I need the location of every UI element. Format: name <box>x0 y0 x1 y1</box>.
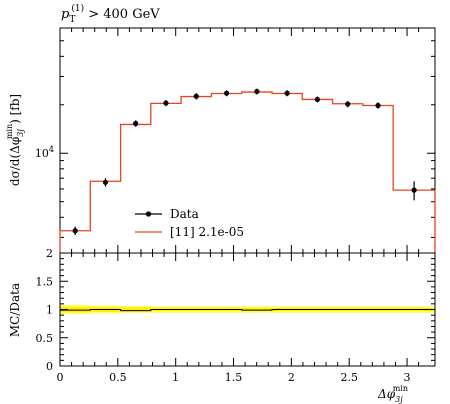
band-inner <box>241 307 273 312</box>
ratio-ytick-label: 0 <box>46 360 53 373</box>
legend: Data [11] 2.1e-05 <box>135 207 244 239</box>
data-point <box>223 90 230 96</box>
data-points <box>72 88 417 236</box>
ytick-label-1e4: 104 <box>35 145 54 160</box>
y-axis-label-main: dσ/d(Δφ3jmin) [fb] <box>5 94 25 186</box>
legend-data-marker <box>145 211 152 217</box>
ratio-ticks: 0 0.5 1 1.5 2 0 0.5 1 1.5 2 2.5 3 <box>36 247 435 384</box>
data-point <box>102 179 109 185</box>
ratio-ytick-label: 1.5 <box>36 275 54 288</box>
xtick-label: 1.5 <box>225 371 243 384</box>
xtick-label: 2.5 <box>340 371 358 384</box>
data-point <box>314 96 320 103</box>
data-point <box>375 102 381 109</box>
ratio-line-path <box>60 309 435 312</box>
data-point <box>72 228 78 234</box>
data-point <box>133 120 139 127</box>
ratio-ytick-label: 2 <box>46 247 53 260</box>
band-inner <box>60 306 91 313</box>
main-ticks <box>59 28 435 253</box>
main-panel: 104 <box>35 27 436 254</box>
x-axis-label: Δφ3jmin <box>377 384 408 404</box>
data-point <box>411 187 417 193</box>
data-point <box>254 88 260 95</box>
xtick-label: 3 <box>404 371 411 384</box>
xtick-label: 1 <box>172 371 179 384</box>
mc-histogram <box>59 91 436 253</box>
chart-title: pT(1) > 400 GeV <box>61 3 160 25</box>
legend-mc-label: [11] 2.1e-05 <box>170 225 244 239</box>
data-point <box>284 90 290 96</box>
ratio-ytick-label: 0.5 <box>36 332 54 345</box>
ratio-ytick-label: 1 <box>46 304 53 317</box>
mc-histogram-line <box>59 91 436 253</box>
ratio-panel: 0 0.5 1 1.5 2 0 0.5 1 1.5 2 2.5 3 <box>36 247 436 384</box>
xtick-label: 0 <box>57 371 64 384</box>
main-frame <box>59 27 436 254</box>
data-point <box>193 93 199 99</box>
ratio-line <box>60 309 435 312</box>
xtick-label: 2 <box>288 371 295 384</box>
band-inner <box>120 307 151 312</box>
y-axis-label-ratio: MC/Data <box>8 283 22 337</box>
data-point <box>163 100 169 106</box>
legend-data-label: Data <box>170 207 199 221</box>
data-point <box>345 101 351 107</box>
xtick-label: 0.5 <box>109 371 127 384</box>
